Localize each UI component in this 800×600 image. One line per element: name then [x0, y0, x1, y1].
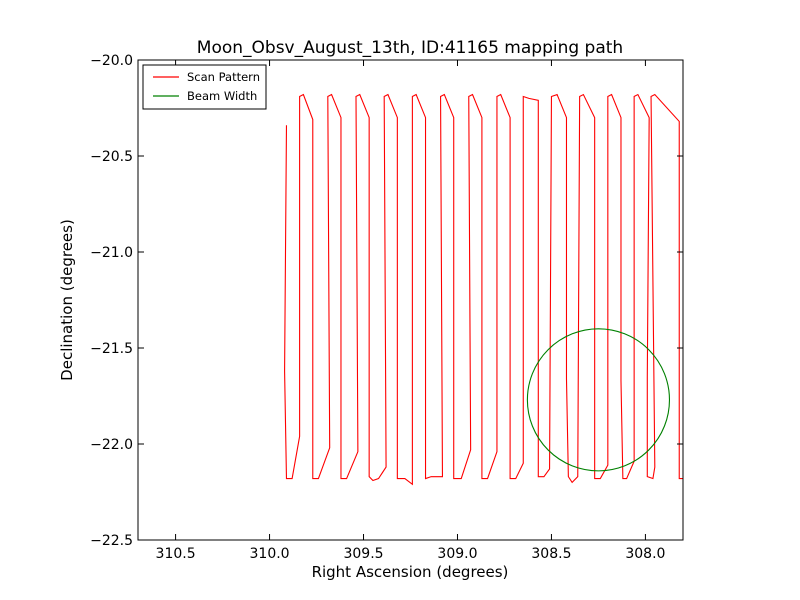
legend: Scan Pattern Beam Width	[142, 64, 267, 110]
x-tick-label: 309.5	[343, 546, 383, 562]
x-tick-label: 308.5	[531, 546, 571, 562]
legend-label: Beam Width	[187, 89, 257, 103]
x-tick-label: 309.0	[437, 546, 477, 562]
y-tick-label: −22.0	[90, 437, 133, 453]
y-tick-label: −22.5	[90, 533, 133, 549]
legend-label: Scan Pattern	[187, 70, 260, 84]
y-tick-label: −20.5	[90, 149, 133, 165]
y-tick-label: −21.0	[90, 245, 133, 261]
x-axis-ticks: 310.5 310.0 309.5 309.0 308.5 308.0	[156, 60, 665, 562]
legend-frame	[142, 64, 267, 110]
x-axis-label: Right Ascension (degrees)	[312, 563, 509, 581]
plot-area	[137, 59, 684, 541]
plot-frame	[137, 59, 684, 541]
series-beam-width-circle	[526, 328, 671, 472]
x-tick-label: 310.0	[250, 546, 290, 562]
x-tick-label: 310.5	[156, 546, 196, 562]
y-axis-label: Declination (degrees)	[58, 219, 76, 381]
y-tick-label: −20.0	[90, 53, 133, 69]
y-tick-label: −21.5	[90, 341, 133, 357]
x-tick-label: 308.0	[625, 546, 665, 562]
y-axis-ticks: −20.0 −20.5 −21.0 −21.5 −22.0 −22.5	[90, 53, 683, 549]
plot-background	[138, 60, 683, 540]
series-layer	[284, 93, 683, 486]
series-scan-pattern-line	[284, 93, 683, 486]
chart-title: Moon_Obsv_August_13th, ID:41165 mapping …	[197, 38, 623, 58]
